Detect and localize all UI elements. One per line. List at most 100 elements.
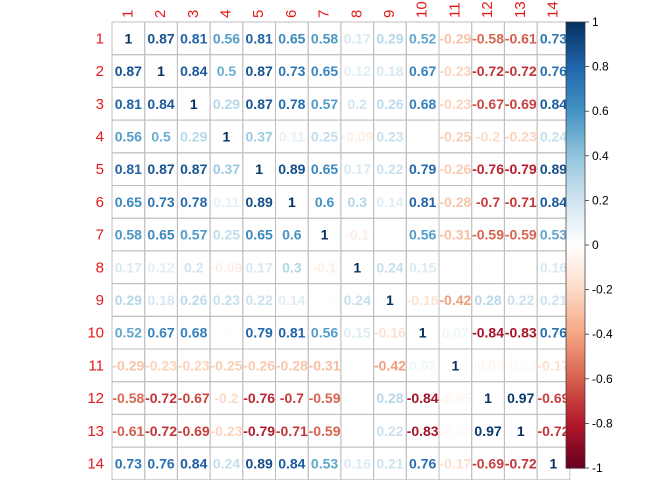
row-label: 4 [96,128,104,145]
colorbar-segment [566,314,585,317]
colorbar-segment [566,142,585,146]
cell-value-label: -0.16 [374,325,406,341]
colorbar-segment [566,363,585,367]
cell-value-label: 0.07 [409,357,436,373]
column-label: 4 [217,10,234,18]
colorbar-segment [566,182,585,186]
column-label: 12 [479,1,496,18]
colorbar-segment [566,456,585,460]
colorbar-tick-label: -0.4 [592,327,613,341]
cell-value-label: 0.76 [147,455,174,471]
column-label: 3 [185,10,202,18]
colorbar-segment [566,302,585,306]
cell-value-label: -0.59 [472,227,504,243]
colorbar-tick-label: 0.4 [592,149,609,163]
colorbar-segment [566,247,585,251]
colorbar-segment [566,231,585,235]
cell-value-label: 0.18 [376,63,403,79]
cell-value-label: -0.03 [505,357,537,373]
cell-value-label: 0.23 [213,292,240,308]
cell-value-label: 0.6 [282,227,302,243]
cell-value-label: -0.2 [476,128,500,144]
colorbar-segment [566,44,585,48]
cell-value-label: 0.37 [246,128,273,144]
cell-value-label: 0.56 [409,227,436,243]
colorbar-segment [566,436,585,440]
colorbar-segment [566,108,585,112]
cell-value-label: 0.3 [348,194,368,210]
row-label: 11 [88,357,104,374]
colorbar-segment [566,189,585,193]
colorbar-segment [566,242,585,246]
colorbar-segment [566,385,585,389]
cell-value-label: -0.26 [243,357,275,373]
colorbar-segment [566,316,585,320]
colorbar-segment [566,198,585,201]
colorbar-segment [566,320,585,324]
colorbar-segment [566,349,585,353]
cell-value-label: -0.26 [439,161,471,177]
colorbar-segment [566,343,585,346]
colorbar-segment [566,137,585,141]
colorbar-segment [566,327,585,331]
colorbar-segment [566,365,585,369]
colorbar-segment [566,122,585,126]
colorbar-segment [566,24,585,28]
cell-value-label: 0.81 [409,194,436,210]
colorbar-segment [566,267,585,271]
cell-value-label: -0.28 [276,357,308,373]
cell-value-label: 0.68 [409,96,436,112]
colorbar-segment [566,173,585,177]
cell-value-label: 0.73 [115,455,142,471]
colorbar-segment [566,240,585,244]
column-label: 11 [446,2,463,18]
cell-value-label: -0.67 [178,390,210,406]
cell-value-label: 0.73 [540,30,567,46]
colorbar-segment [566,334,585,338]
colorbar-segment [566,220,585,224]
colorbar-segment [566,93,585,97]
cell-value-label: 0.52 [409,30,436,46]
colorbar-segment [566,57,585,61]
cell-grid: 1 0.87 0.81 0.56 0.81 0.65 0.58 0.17 0.29 0.52 -0.… [111,21,571,480]
colorbar-segment [566,79,585,83]
cell-value-label: 0.89 [278,161,305,177]
colorbar-segment [566,37,585,41]
cell-value-label: 0.73 [147,194,174,210]
colorbar-segment [566,376,585,380]
colorbar-tick-label: -0.2 [592,283,613,297]
colorbar-segment [566,325,585,329]
cell-value-label: 0.29 [213,96,240,112]
cell-value-label: 0.22 [507,292,534,308]
colorbar-segment [566,452,585,456]
colorbar-segment [566,158,585,161]
cell-value-label: -0.7 [476,194,500,210]
cell-value-label: 0.18 [147,292,174,308]
colorbar-segment [566,287,585,291]
colorbar-segment [566,39,585,43]
cell-value-label: 0.17 [246,259,273,275]
cell-value-label: -0.69 [472,455,504,471]
colorbar-segment [566,95,585,99]
colorbar-segment [566,35,585,39]
cell-value-label: -0.05 [472,357,504,373]
colorbar-segment [566,454,585,458]
row-label: 2 [96,63,104,80]
column-label: 7 [316,10,333,18]
colorbar-segment [566,425,585,429]
colorbar-segment [566,340,585,344]
colorbar-segment [566,84,585,88]
colorbar-segment [566,195,585,199]
cell-value-label: 1 [223,128,231,144]
colorbar-segment [566,441,585,445]
cell-value-label: 1 [386,292,394,308]
colorbar-segment [566,392,585,396]
colorbar-segment [566,166,585,170]
colorbar-segment [566,30,585,34]
cell-value-label: -0.2 [214,390,238,406]
colorbar-segment [566,369,585,373]
cell-value-label: 0.21 [540,292,567,308]
colorbar-segment [566,298,585,302]
colorbar-segment [566,271,585,275]
